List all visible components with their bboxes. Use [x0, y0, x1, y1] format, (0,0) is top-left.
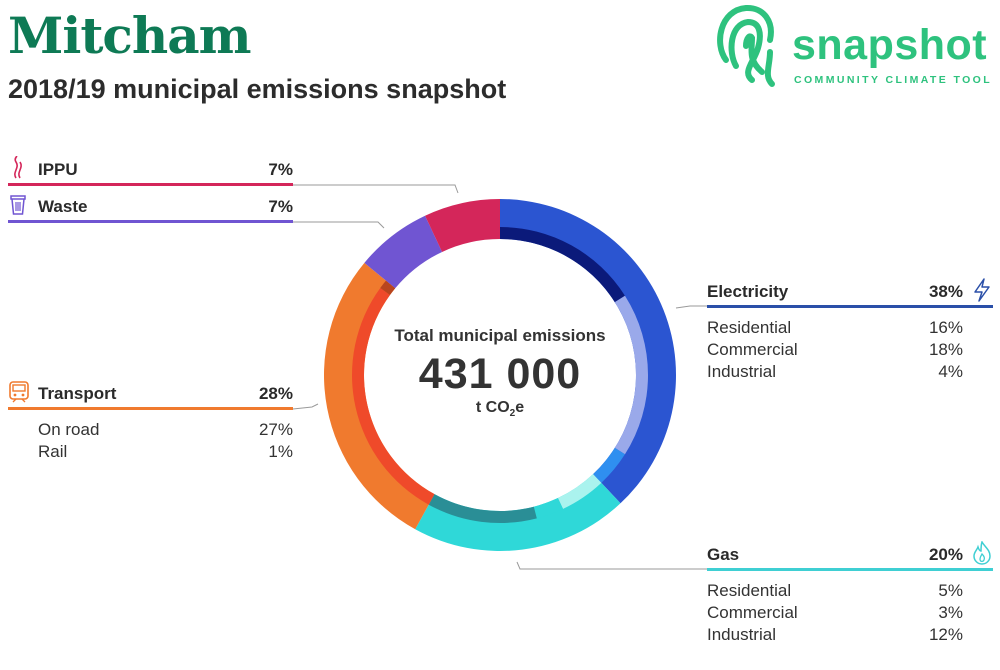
total-label: Total municipal emissions	[394, 326, 606, 345]
logo-wordmark: snapshot	[792, 21, 988, 69]
sub-pct: 3%	[938, 603, 963, 622]
legend-electricity-pct: 38%	[928, 282, 963, 301]
legend-transport: Transport 28% On road 27% Rail 1%	[8, 381, 293, 462]
sub-label: Commercial	[707, 603, 798, 622]
leader-line-waste	[293, 221, 385, 229]
sub-pct: 1%	[268, 442, 293, 461]
sub-label: On road	[38, 420, 100, 439]
legend-ippu-label: IPPU	[38, 160, 78, 179]
chart-center: Total municipal emissions 431 000 t CO2e	[380, 326, 620, 419]
sector-slice-ippu	[425, 199, 500, 252]
legend-gas: Gas 20% Residential 5% Commercial 3% Ind…	[707, 541, 993, 645]
legend-transport-sub-row: On road 27%	[8, 418, 293, 440]
legend-gas-sub-row: Industrial 12%	[707, 623, 993, 645]
logo-tagline: COMMUNITY CLIMATE TOOL	[794, 74, 993, 86]
fingerprint-logo-icon	[717, 5, 775, 87]
legend-gas-label: Gas	[707, 545, 740, 564]
legend-electricity-sub-row: Industrial 4%	[707, 360, 993, 382]
sub-label: Industrial	[707, 362, 776, 381]
sub-label: Industrial	[707, 625, 776, 644]
page-title: Mitcham	[8, 6, 252, 65]
leader-line-ippu	[293, 184, 459, 194]
subsector-slice-electricity-residential	[500, 227, 625, 303]
subsector-slice-gas-commercial	[533, 498, 564, 519]
train-icon	[9, 381, 29, 403]
leader-line-gas	[516, 561, 707, 570]
legend-electricity: Electricity 38% Residential 16% Commerci…	[707, 278, 993, 382]
leader-line-transport	[292, 403, 319, 410]
sub-pct: 4%	[938, 362, 963, 381]
sub-label: Residential	[707, 318, 792, 337]
legend-transport-label: Transport	[38, 384, 117, 403]
sub-label: Commercial	[707, 340, 798, 359]
legend-waste: Waste 7%	[8, 195, 293, 223]
total-unit: t CO2e	[475, 399, 525, 420]
subsector-slice-gas-residential	[557, 474, 602, 509]
sub-label: Residential	[707, 581, 792, 600]
subsector-slice-gas-industrial	[428, 494, 537, 523]
legend-gas-sub-row: Commercial 3%	[707, 601, 993, 623]
legend-waste-pct: 7%	[268, 197, 293, 216]
leader-line-electricity	[675, 305, 707, 309]
sub-pct: 16%	[928, 318, 963, 337]
smoke-icon	[14, 156, 22, 179]
sub-pct: 18%	[928, 340, 963, 359]
legend-gas-pct: 20%	[928, 545, 963, 564]
subsector-slice-transport-on-road	[352, 288, 435, 505]
legend-waste-label: Waste	[38, 197, 88, 216]
legend-transport-sub-row: Rail 1%	[8, 440, 293, 462]
subsector-slice-electricity-commercial	[614, 295, 648, 455]
legend-ippu-pct: 7%	[268, 160, 293, 179]
trash-bin-icon	[10, 195, 26, 215]
page-subtitle: 2018/19 municipal emissions snapshot	[8, 74, 507, 104]
sub-pct: 27%	[258, 420, 293, 439]
leader-lines	[292, 184, 707, 570]
legend-ippu: IPPU 7%	[8, 156, 293, 186]
sector-slice-waste	[364, 215, 443, 289]
total-value: 431 000	[418, 350, 582, 398]
subsector-slice-electricity-industrial	[593, 447, 625, 483]
sub-label: Rail	[38, 442, 68, 461]
sub-pct: 12%	[928, 625, 963, 644]
lightning-icon	[974, 278, 990, 302]
legend-electricity-label: Electricity	[707, 282, 789, 301]
flame-icon	[973, 541, 991, 565]
sector-slice-transport	[324, 262, 435, 530]
snapshot-logo: snapshot COMMUNITY CLIMATE TOOL	[712, 0, 1000, 92]
subsector-ring	[352, 227, 648, 523]
legend-transport-pct: 28%	[258, 384, 293, 403]
subsector-slice-transport-rail	[380, 280, 396, 296]
legend-electricity-sub-row: Residential 16%	[707, 316, 993, 338]
sub-pct: 5%	[938, 581, 963, 600]
legend-gas-sub-row: Residential 5%	[707, 579, 993, 601]
legend-electricity-sub-row: Commercial 18%	[707, 338, 993, 360]
